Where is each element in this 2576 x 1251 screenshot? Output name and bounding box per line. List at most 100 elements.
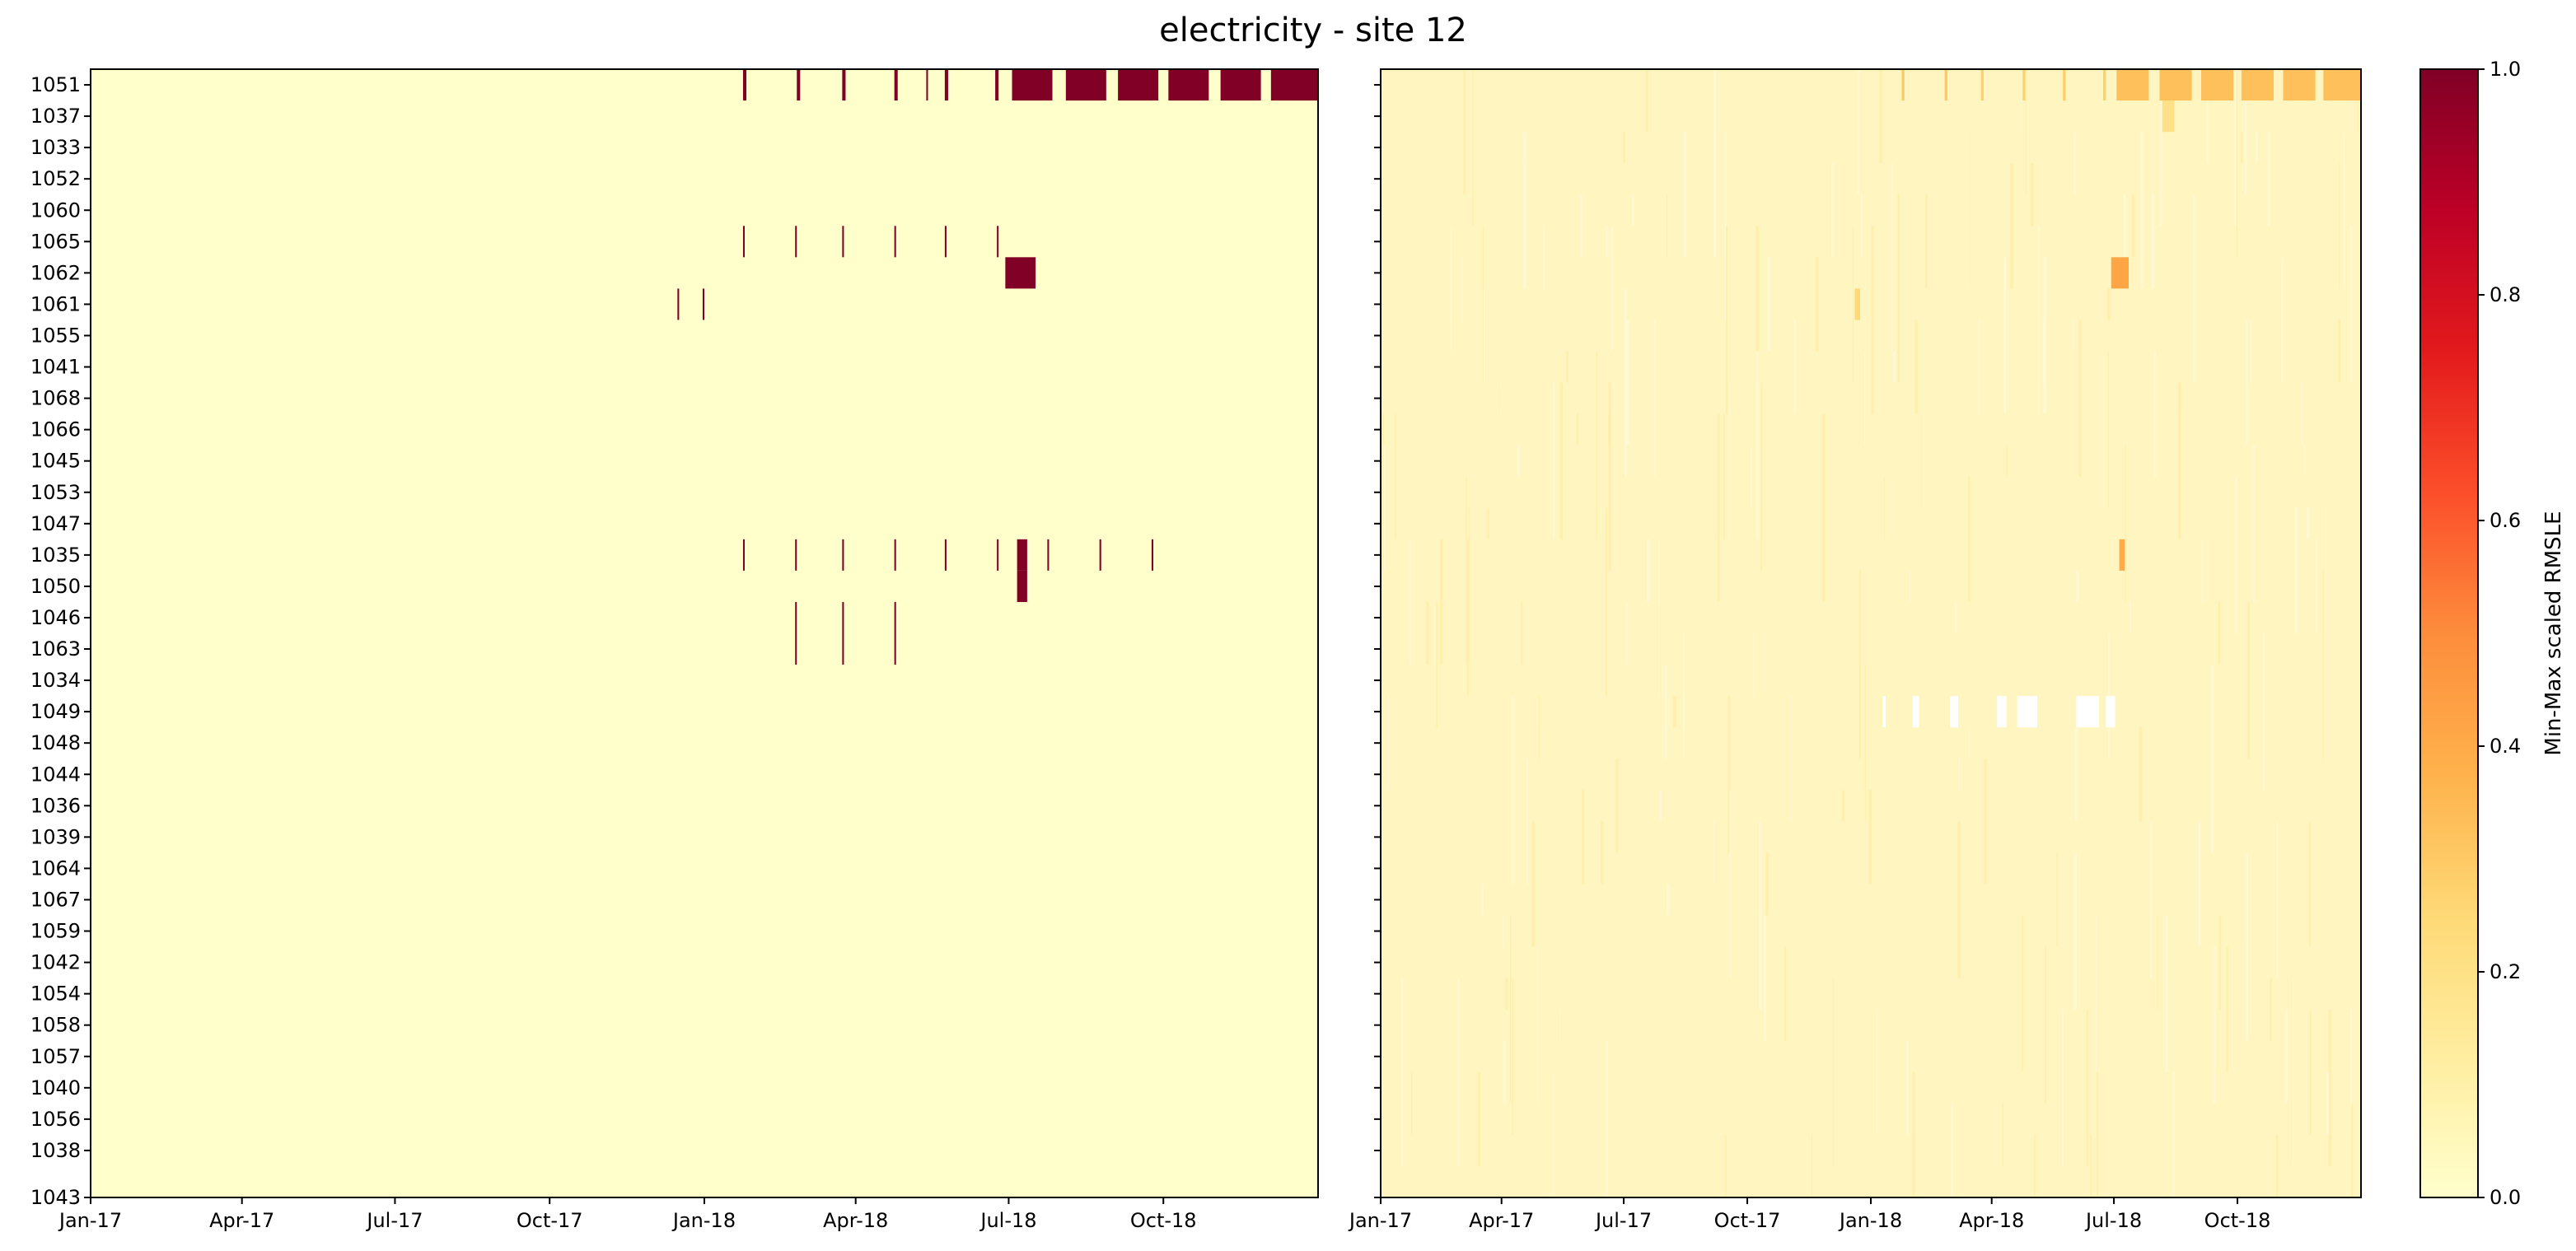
right-cell — [2106, 696, 2115, 728]
left-cell — [1017, 570, 1027, 602]
left-y-tick-label: 1040 — [30, 1076, 81, 1099]
right-texture-stripe — [2256, 132, 2258, 164]
right-texture-stripe — [1481, 884, 1484, 916]
right-texture-stripe — [2198, 821, 2201, 947]
right-texture-stripe — [2010, 163, 2014, 289]
right-x-tick-label: Jul-18 — [2084, 1209, 2142, 1232]
right-texture-stripe — [2056, 852, 2058, 947]
right-texture-stripe — [2206, 69, 2209, 164]
right-texture-stripe — [2078, 320, 2082, 477]
right-texture-stripe — [2193, 194, 2195, 383]
right-texture-stripe — [2061, 1009, 2064, 1166]
right-texture-stripe — [1765, 852, 1769, 916]
right-texture-stripe — [2281, 257, 2284, 383]
right-cell — [2162, 100, 2175, 133]
right-texture-stripe — [1606, 507, 1607, 697]
right-texture-stripe — [2002, 1103, 2004, 1166]
left-cell — [995, 69, 999, 101]
right-texture-stripe — [2308, 821, 2311, 947]
right-texture-stripe — [1653, 320, 1656, 477]
right-texture-stripe — [2322, 570, 2324, 759]
left-cell — [1151, 539, 1153, 571]
right-texture-stripe — [2075, 570, 2079, 602]
right-cell — [1980, 69, 1984, 101]
right-texture-stripe — [1954, 601, 1957, 633]
right-x-tick-label: Jan-18 — [1838, 1209, 1902, 1232]
right-texture-stripe — [1951, 1103, 1954, 1197]
right-cell — [2076, 696, 2100, 728]
right-texture-stripe — [2246, 852, 2248, 1041]
left-y-tick-label: 1056 — [30, 1108, 81, 1131]
right-texture-stripe — [2236, 69, 2238, 258]
left-cell — [894, 601, 896, 633]
right-texture-stripe — [2328, 1009, 2332, 1166]
left-y-tick-label: 1038 — [30, 1139, 81, 1162]
right-texture-stripe — [1611, 226, 1614, 352]
right-texture-stripe — [1831, 163, 1835, 258]
right-cell — [1901, 69, 1905, 101]
left-cell — [795, 633, 797, 665]
right-texture-stripe — [2159, 100, 2162, 226]
right-heatmap-panel: Jan-17 Apr-17 Jul-17 Oct-17 Jan-18 Apr-18 Jul-… — [1348, 68, 2362, 1232]
right-texture-stripe — [1978, 320, 1980, 414]
right-texture-stripe — [2294, 507, 2298, 633]
right-texture-stripe — [1503, 1040, 1506, 1104]
right-texture-stripe — [2034, 1134, 2036, 1197]
left-cell — [997, 539, 999, 571]
left-x-tick-label: Jan-18 — [671, 1209, 736, 1232]
right-texture-stripe — [1968, 476, 1971, 602]
right-texture-stripe — [2244, 100, 2247, 195]
right-texture-stripe — [2201, 539, 2204, 602]
left-cell — [742, 226, 745, 258]
right-texture-stripe — [2123, 194, 2126, 258]
right-texture-stripe — [2350, 1103, 2354, 1197]
right-texture-stripe — [2151, 194, 2155, 289]
right-texture-stripe — [2309, 1009, 2312, 1135]
left-y-tick-label: 1067 — [30, 888, 81, 911]
right-texture-stripe — [2086, 1009, 2088, 1166]
right-texture-stripe — [2275, 1134, 2279, 1197]
left-y-tick-label: 1057 — [30, 1045, 81, 1068]
right-texture-stripe — [2349, 1009, 2353, 1135]
right-texture-stripe — [2165, 915, 2168, 1072]
right-texture-stripe — [2226, 946, 2228, 1072]
right-texture-stripe — [1580, 194, 1583, 258]
left-y-tick-label: 1054 — [30, 983, 81, 1006]
left-cell — [842, 69, 846, 101]
right-texture-stripe — [2285, 1009, 2288, 1104]
left-cell — [797, 69, 801, 101]
right-texture-stripe — [2306, 507, 2310, 539]
right-texture-stripe — [1472, 69, 1474, 226]
left-cell — [795, 601, 797, 633]
right-texture-stripe — [1457, 978, 1460, 1166]
right-texture-stripe — [1623, 132, 1625, 164]
right-cell — [2241, 69, 2274, 101]
right-texture-stripe — [1483, 288, 1485, 383]
right-texture-stripe — [1832, 978, 1834, 1166]
right-cell — [1882, 696, 1886, 728]
left-cell — [894, 539, 896, 571]
right-texture-stripe — [1601, 821, 1604, 885]
right-texture-stripe — [1487, 507, 1489, 539]
left-y-tick-label: 1065 — [30, 230, 81, 253]
right-texture-stripe — [1925, 194, 1928, 289]
left-x-tick-label: Oct-18 — [1130, 1209, 1197, 1232]
right-cell — [1944, 69, 1947, 101]
left-cell — [944, 69, 948, 101]
right-texture-stripe — [1884, 476, 1886, 539]
right-cell — [2201, 69, 2234, 101]
colorbar-tick-label: 0.6 — [2490, 509, 2521, 532]
right-texture-stripe — [2139, 727, 2143, 822]
right-texture-stripe — [1450, 226, 1452, 352]
right-texture-stripe — [1559, 1009, 1561, 1041]
right-cell — [2103, 69, 2106, 101]
right-texture-stripe — [2153, 351, 2157, 477]
left-cell — [842, 633, 844, 665]
right-texture-stripe — [1426, 601, 1429, 665]
right-texture-stripe — [1615, 759, 1619, 853]
right-texture-stripe — [2180, 382, 2181, 414]
left-axes-frame — [90, 68, 1319, 1198]
right-texture-stripe — [2302, 382, 2303, 446]
right-texture-stripe — [1683, 633, 1685, 759]
right-cell — [1912, 696, 1919, 728]
